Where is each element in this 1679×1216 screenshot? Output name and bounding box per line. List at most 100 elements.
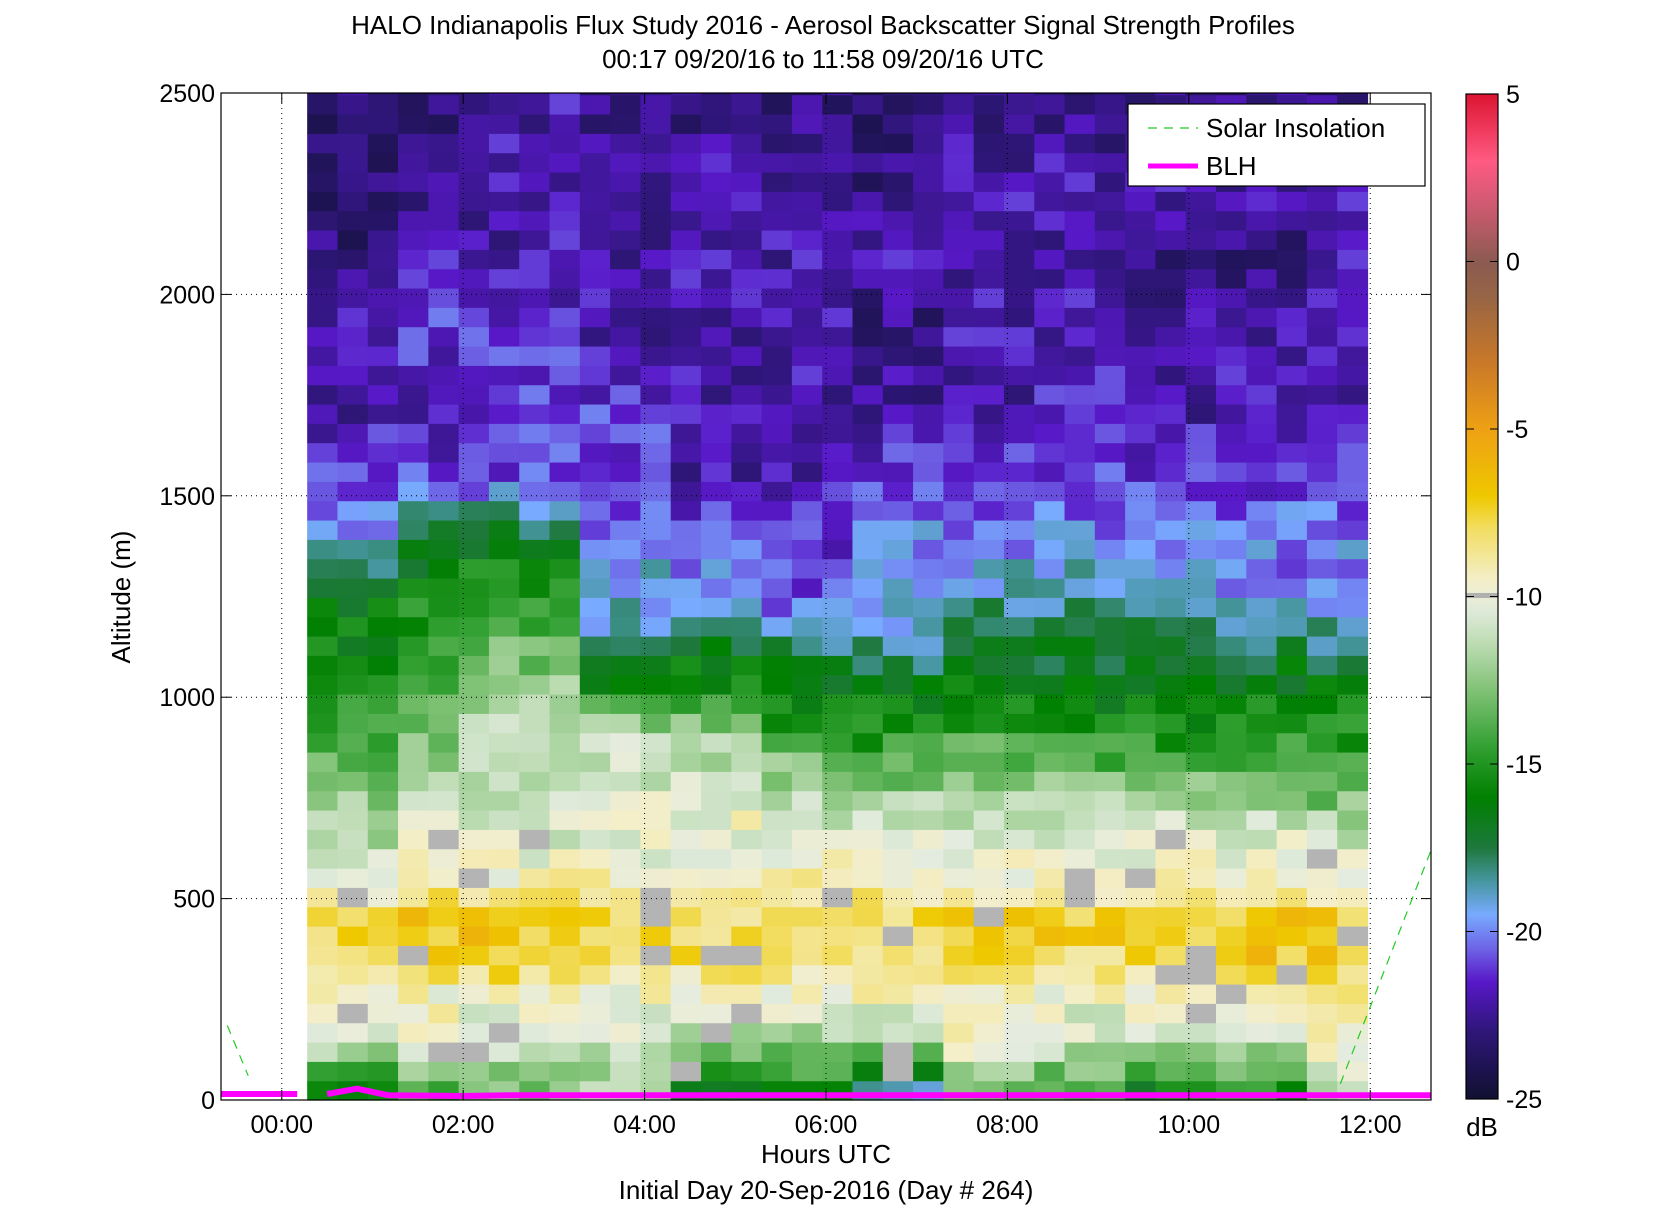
heatmap-cell: [1306, 732, 1338, 753]
heatmap-cell: [398, 751, 429, 772]
heatmap-cell: [822, 925, 854, 946]
heatmap-cell: [852, 171, 884, 192]
heatmap-cell: [913, 249, 944, 270]
heatmap-cell: [1306, 945, 1338, 966]
heatmap-cell: [670, 133, 702, 154]
heatmap-cell: [337, 539, 369, 560]
heatmap-cell: [519, 229, 551, 250]
heatmap-cell: [640, 925, 672, 946]
heatmap-cell: [428, 558, 460, 579]
heatmap-cell: [458, 790, 490, 811]
heatmap-cell: [549, 693, 581, 714]
heatmap-cell: [1246, 519, 1278, 540]
heatmap-cell: [1337, 751, 1369, 772]
heatmap-cell: [1064, 848, 1096, 869]
heatmap-cell: [1246, 829, 1278, 850]
heatmap-cell: [1185, 229, 1217, 250]
heatmap-cell: [1337, 461, 1369, 482]
heatmap-cell: [1246, 1003, 1278, 1024]
heatmap-cell: [882, 403, 914, 424]
heatmap-cell: [882, 249, 914, 270]
heatmap-cell: [1246, 345, 1278, 366]
heatmap-cell: [1094, 403, 1126, 424]
heatmap-cell: [1337, 249, 1369, 270]
heatmap-cell: [761, 577, 793, 598]
heatmap-cell: [1064, 268, 1096, 289]
heatmap-cell: [1155, 848, 1187, 869]
heatmap-cell: [791, 249, 823, 270]
heatmap-cell: [731, 481, 763, 502]
heatmap-cell: [701, 558, 732, 579]
heatmap-cell: [1064, 693, 1096, 714]
heatmap-cell: [1246, 771, 1278, 792]
heatmap-cell: [852, 94, 884, 115]
heatmap-cell: [670, 539, 702, 560]
heatmap-cell: [367, 693, 399, 714]
heatmap-cell: [610, 655, 642, 676]
heatmap-cell: [882, 94, 914, 115]
heatmap-cell: [701, 113, 732, 134]
heatmap-cell: [1003, 1003, 1035, 1024]
heatmap-cell: [337, 674, 369, 695]
heatmap-cell: [398, 1003, 429, 1024]
heatmap-cell: [1276, 674, 1308, 695]
heatmap-cell: [398, 1022, 429, 1043]
heatmap-cell: [913, 655, 944, 676]
heatmap-cell: [1306, 655, 1338, 676]
heatmap-cell: [1155, 790, 1187, 811]
heatmap-cell: [1125, 229, 1157, 250]
heatmap-cell: [1246, 945, 1278, 966]
heatmap-cell: [701, 384, 732, 405]
heatmap-cell: [731, 945, 763, 966]
heatmap-cell: [1094, 577, 1126, 598]
y-tick-label: 500: [173, 886, 215, 914]
heatmap-cell: [1125, 191, 1157, 212]
heatmap-cell: [1185, 500, 1217, 521]
heatmap-cell: [398, 152, 429, 173]
heatmap-cell: [701, 693, 732, 714]
heatmap-cell: [1064, 307, 1096, 328]
heatmap-cell: [1155, 771, 1187, 792]
heatmap-cell: [428, 751, 460, 772]
heatmap-cell: [791, 964, 823, 985]
heatmap-cell: [1216, 93, 1247, 96]
heatmap-cell: [670, 751, 702, 772]
heatmap-cell: [670, 287, 702, 308]
heatmap-cell: [579, 229, 611, 250]
heatmap-cell: [913, 442, 944, 463]
heatmap-cell: [519, 713, 551, 734]
heatmap-cell: [1034, 809, 1066, 830]
heatmap-cell: [882, 500, 914, 521]
heatmap-cell: [1155, 809, 1187, 830]
heatmap-cell: [610, 674, 642, 695]
heatmap-cell: [640, 983, 672, 1004]
heatmap-cell: [1337, 500, 1369, 521]
heatmap-cell: [458, 635, 490, 656]
heatmap-cell: [1155, 365, 1187, 386]
heatmap-cell: [1094, 481, 1126, 502]
heatmap-cell: [1185, 964, 1217, 985]
heatmap-cell: [1064, 887, 1096, 908]
heatmap-cell: [610, 307, 642, 328]
heatmap-cell: [943, 365, 975, 386]
heatmap-cell: [428, 403, 460, 424]
heatmap-cell: [1034, 674, 1066, 695]
heatmap-cell: [1337, 964, 1369, 985]
heatmap-cell: [1185, 887, 1217, 908]
heatmap-cell: [398, 268, 429, 289]
heatmap-cell: [852, 423, 884, 444]
heatmap-cell: [307, 539, 339, 560]
heatmap-cell: [1064, 1042, 1096, 1062]
heatmap-cell: [670, 1061, 702, 1082]
heatmap-cell: [307, 481, 339, 502]
heatmap-cell: [731, 906, 763, 927]
heatmap-cell: [398, 539, 429, 560]
heatmap-cell: [701, 790, 732, 811]
heatmap-cell: [791, 635, 823, 656]
heatmap-cell: [1094, 249, 1126, 270]
heatmap-cell: [1276, 423, 1308, 444]
heatmap-cell: [337, 887, 369, 908]
heatmap-cell: [791, 539, 823, 560]
heatmap-cell: [640, 326, 672, 347]
